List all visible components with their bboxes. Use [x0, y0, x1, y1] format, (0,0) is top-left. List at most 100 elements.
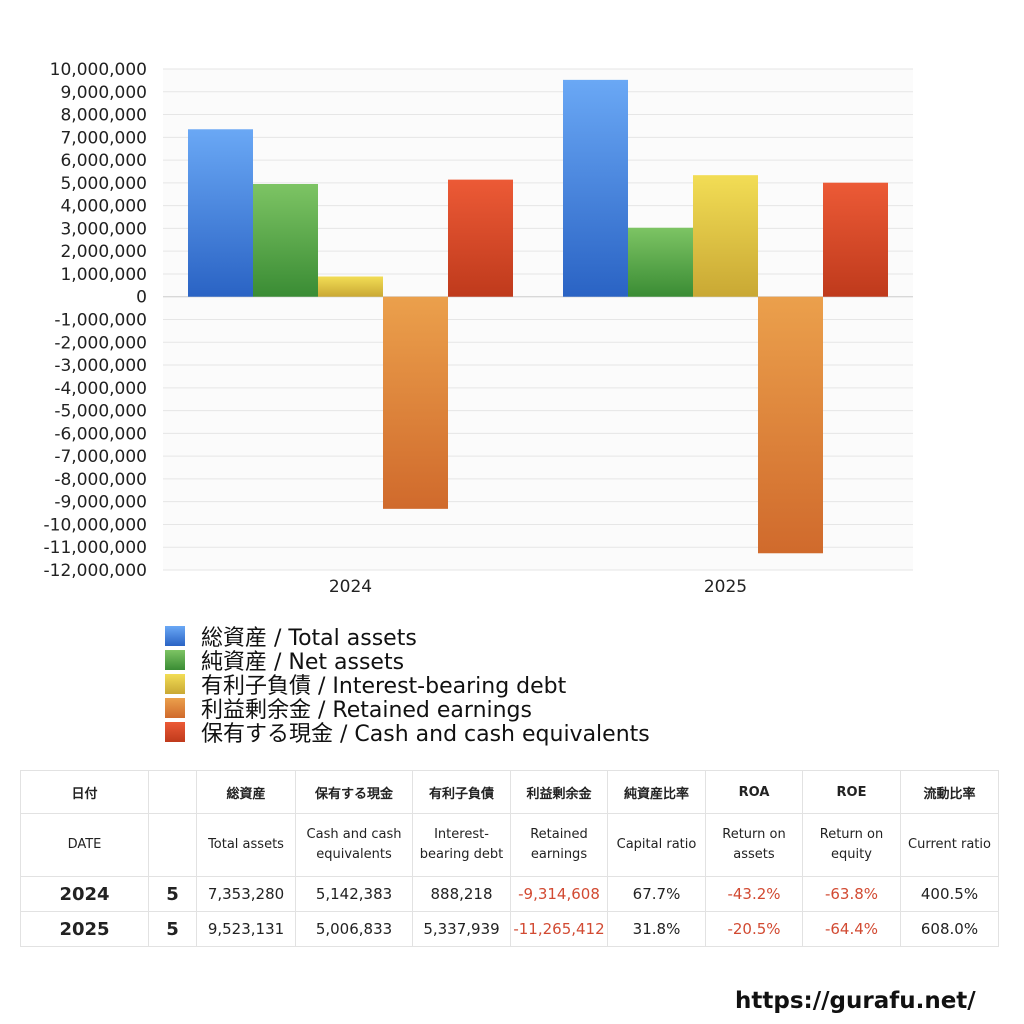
- row-retained: -9,314,608: [510, 876, 608, 912]
- header-capital-ratio-ja: 純資産比率: [607, 770, 706, 814]
- row-roe: -64.4%: [802, 911, 901, 947]
- y-tick-label: -8,000,000: [54, 470, 147, 490]
- header-month-ja: [148, 770, 197, 814]
- row-debt: 5,337,939: [412, 911, 511, 947]
- header-roe-en: Return on equity: [802, 813, 901, 877]
- table-row: 2025 5 9,523,131 5,006,833 5,337,939 -11…: [20, 911, 999, 947]
- bar-2024-series-2: [318, 276, 383, 297]
- row-capital-ratio: 67.7%: [607, 876, 706, 912]
- bar-2024-series-0: [188, 129, 253, 297]
- legend-item: 純資産 / Net assets: [165, 648, 650, 675]
- bar-2025-series-0: [563, 79, 628, 297]
- legend-label: 利益剰余金 / Retained earnings: [201, 698, 532, 723]
- bar-2025-series-2: [693, 175, 758, 297]
- row-total-assets: 7,353,280: [196, 876, 296, 912]
- row-roa: -20.5%: [705, 911, 803, 947]
- y-tick-label: -11,000,000: [44, 538, 147, 558]
- y-tick-label: -3,000,000: [54, 356, 147, 376]
- table-row: 2024 5 7,353,280 5,142,383 888,218 -9,31…: [20, 876, 999, 912]
- legend-item: 保有する現金 / Cash and cash equivalents: [165, 720, 650, 747]
- bar-2024-series-4: [448, 179, 513, 297]
- financial-table: 日付 総資産 保有する現金 有利子負債 利益剰余金 純資産比率 ROA ROE …: [20, 770, 999, 947]
- legend-label: 純資産 / Net assets: [201, 650, 405, 675]
- row-current-ratio: 400.5%: [900, 876, 999, 912]
- y-tick-label: 2,000,000: [60, 242, 147, 262]
- legend-swatch: [165, 722, 185, 742]
- y-tick-label: -10,000,000: [44, 515, 147, 535]
- header-retained-en: Retained earnings: [510, 813, 608, 877]
- y-tick-label: -4,000,000: [54, 379, 147, 399]
- header-debt-en: Interest-bearing debt: [412, 813, 511, 877]
- bar-2024-series-1: [253, 184, 318, 297]
- table-header-en: DATE Total assets Cash and cash equivale…: [20, 813, 999, 877]
- header-cash-ja: 保有する現金: [295, 770, 413, 814]
- row-roe: -63.8%: [802, 876, 901, 912]
- y-tick-label: -9,000,000: [54, 493, 147, 513]
- row-cash: 5,006,833: [295, 911, 413, 947]
- row-total-assets: 9,523,131: [196, 911, 296, 947]
- header-roe-ja: ROE: [802, 770, 901, 814]
- site-url: https://gurafu.net/: [735, 988, 976, 1014]
- row-roa: -43.2%: [705, 876, 803, 912]
- legend-swatch: [165, 650, 185, 670]
- y-tick-label: 6,000,000: [60, 151, 147, 171]
- legend-item: 利益剰余金 / Retained earnings: [165, 696, 650, 723]
- y-tick-label: 8,000,000: [60, 106, 147, 126]
- y-tick-label: -1,000,000: [54, 311, 147, 331]
- y-tick-label: 7,000,000: [60, 128, 147, 148]
- y-tick-label: 4,000,000: [60, 197, 147, 217]
- y-tick-label: 9,000,000: [60, 83, 147, 103]
- row-current-ratio: 608.0%: [900, 911, 999, 947]
- y-tick-label: -5,000,000: [54, 402, 147, 422]
- header-current-ratio-en: Current ratio: [900, 813, 999, 877]
- header-month-en: [148, 813, 197, 877]
- row-debt: 888,218: [412, 876, 511, 912]
- bar-2025-series-4: [823, 182, 888, 297]
- y-tick-label: 5,000,000: [60, 174, 147, 194]
- header-debt-ja: 有利子負債: [412, 770, 511, 814]
- legend-label: 保有する現金 / Cash and cash equivalents: [201, 722, 650, 747]
- bars: [188, 79, 888, 554]
- legend-swatch: [165, 674, 185, 694]
- header-retained-ja: 利益剰余金: [510, 770, 608, 814]
- row-year: 2024: [20, 876, 149, 912]
- header-cash-en: Cash and cash equivalents: [295, 813, 413, 877]
- header-total-assets-ja: 総資産: [196, 770, 296, 814]
- header-capital-ratio-en: Capital ratio: [607, 813, 706, 877]
- y-tick-label: -2,000,000: [54, 333, 147, 353]
- header-total-assets-en: Total assets: [196, 813, 296, 877]
- legend-label: 総資産 / Total assets: [201, 626, 417, 651]
- row-capital-ratio: 31.8%: [607, 911, 706, 947]
- table-header-ja: 日付 総資産 保有する現金 有利子負債 利益剰余金 純資産比率 ROA ROE …: [20, 770, 999, 814]
- x-category-label: 2025: [704, 577, 747, 597]
- row-month: 5: [148, 911, 197, 947]
- legend-swatch: [165, 698, 185, 718]
- legend: 総資産 / Total assets 純資産 / Net assets 有利子負債 …: [165, 624, 650, 747]
- header-date-ja: 日付: [20, 770, 149, 814]
- bar-2025-series-3: [758, 296, 823, 554]
- y-tick-label: -6,000,000: [54, 424, 147, 444]
- legend-label: 有利子負債 / Interest-bearing debt: [201, 674, 567, 699]
- row-retained: -11,265,412: [510, 911, 608, 947]
- legend-item: 総資産 / Total assets: [165, 624, 650, 651]
- y-tick-label: 1,000,000: [60, 265, 147, 285]
- y-tick-label: 0: [136, 288, 147, 308]
- row-year: 2025: [20, 911, 149, 947]
- y-tick-label: 10,000,000: [50, 60, 147, 80]
- x-axis-categories: 2024 2025: [329, 577, 747, 597]
- bar-2024-series-3: [383, 296, 448, 509]
- row-cash: 5,142,383: [295, 876, 413, 912]
- legend-swatch: [165, 626, 185, 646]
- header-current-ratio-ja: 流動比率: [900, 770, 999, 814]
- header-date-en: DATE: [20, 813, 149, 877]
- bar-2025-series-1: [628, 227, 693, 297]
- y-tick-label: -12,000,000: [44, 561, 147, 581]
- legend-item: 有利子負債 / Interest-bearing debt: [165, 672, 650, 699]
- x-category-label: 2024: [329, 577, 372, 597]
- row-month: 5: [148, 876, 197, 912]
- header-roa-ja: ROA: [705, 770, 803, 814]
- header-roa-en: Return on assets: [705, 813, 803, 877]
- y-tick-label: -7,000,000: [54, 447, 147, 467]
